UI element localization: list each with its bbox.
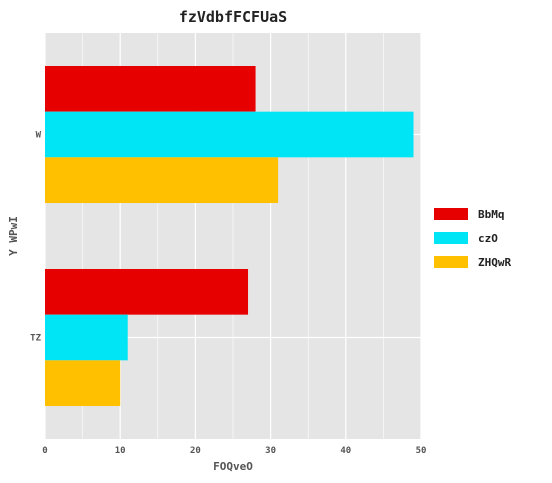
bar-W-czO [45, 111, 414, 158]
bars [45, 65, 414, 407]
legend-label-ZHQwR: ZHQwR [478, 256, 511, 269]
legend-swatch-czO [434, 232, 468, 244]
x-tick-label: 20 [190, 446, 201, 456]
y-tick-label: W [36, 131, 42, 141]
legend-label-czO: czO [478, 232, 498, 245]
y-ticks: W TZ [30, 131, 41, 344]
y-axis-label: Y WPwI [7, 216, 20, 256]
bar-TZ-czO [45, 314, 128, 361]
legend: BbMq czO ZHQwR [434, 208, 511, 269]
y-tick-label: TZ [30, 334, 41, 344]
x-tick-label: 50 [416, 446, 427, 456]
legend-swatch-BbMq [434, 208, 468, 220]
x-tick-label: 0 [42, 446, 47, 456]
bar-W-ZHQwR [45, 157, 279, 204]
chart-title: fzVdbfFCFUaS [179, 8, 287, 26]
x-ticks: 0 10 20 30 40 50 [42, 446, 426, 456]
x-tick-label: 40 [340, 446, 351, 456]
bar-TZ-BbMq [45, 268, 249, 315]
bar-TZ-ZHQwR [45, 360, 121, 407]
legend-swatch-ZHQwR [434, 256, 468, 268]
x-axis-label: FOQveO [213, 460, 253, 473]
legend-label-BbMq: BbMq [478, 208, 505, 221]
bar-W-BbMq [45, 65, 256, 112]
x-tick-label: 30 [265, 446, 276, 456]
x-tick-label: 10 [115, 446, 126, 456]
